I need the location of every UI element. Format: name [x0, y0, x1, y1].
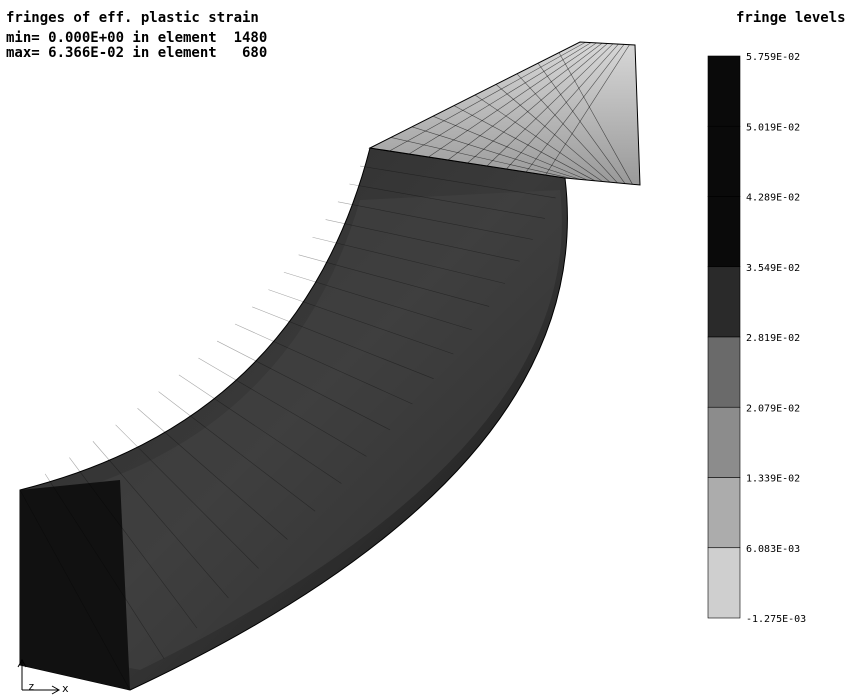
fringe-band [708, 56, 740, 126]
level-label: 4.289E-02 [746, 193, 800, 204]
bend-end-dark [20, 480, 130, 690]
axis-arrow [18, 660, 26, 690]
max-line: max= 6.366E-02 in element 680 [6, 45, 267, 61]
axis-x: x [62, 682, 69, 695]
fringe-band [708, 126, 740, 196]
fringe-band [708, 337, 740, 407]
legend-title: fringe levels [736, 10, 846, 26]
fringe-plot: fringes of eff. plastic strain min= 0.00… [0, 0, 852, 698]
level-label: 1.339E-02 [746, 474, 800, 485]
level-label: -1.275E-03 [746, 614, 806, 625]
level-label: 2.079E-02 [746, 403, 800, 414]
title: fringes of eff. plastic strain [6, 10, 259, 26]
legend: 5.759E-02 5.019E-02 4.289E-02 3.549E-02 2.81… [708, 52, 806, 625]
fringe-band [708, 197, 740, 267]
fringe-band [708, 407, 740, 477]
level-label: 5.019E-02 [746, 122, 800, 133]
fringe-band [708, 267, 740, 337]
level-label: 3.549E-02 [746, 263, 800, 274]
level-label: 6.083E-03 [746, 544, 800, 555]
page: fringes of eff. plastic strain min= 0.00… [0, 0, 852, 698]
axis-z: z [28, 680, 35, 693]
level-label: 5.759E-02 [746, 52, 800, 63]
fringe-band [708, 548, 740, 618]
fringe-band [708, 478, 740, 548]
level-label: 2.819E-02 [746, 333, 800, 344]
min-line: min= 0.000E+00 in element 1480 [6, 30, 267, 46]
